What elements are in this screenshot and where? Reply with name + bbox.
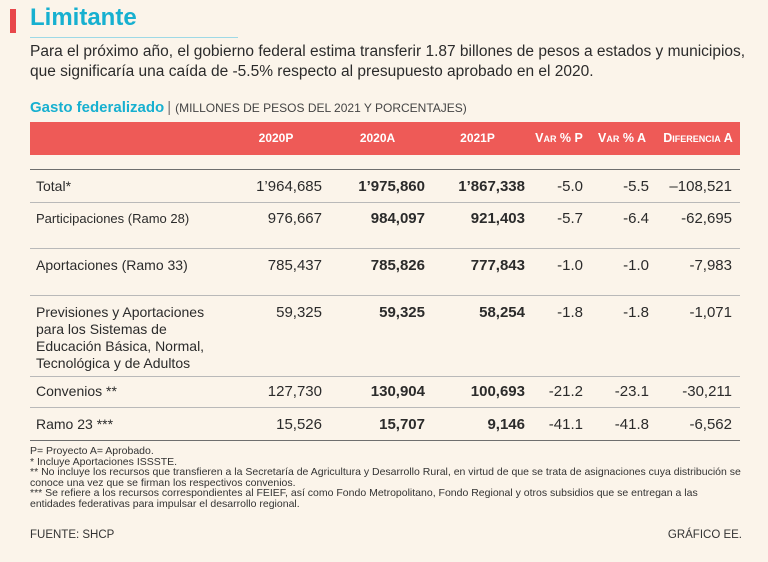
cell-var-p: -5.7 — [557, 210, 583, 227]
cell-var-a: -6.4 — [623, 210, 649, 227]
cell-var-a: -41.8 — [614, 416, 649, 433]
cell-var-p: -5.0 — [557, 178, 583, 195]
row-label: Ramo 23 *** — [36, 416, 114, 432]
headline: Limitante — [30, 4, 137, 31]
footnotes: P= Proyecto A= Aprobado. * Incluye Aport… — [30, 446, 745, 510]
cell-2020a: 785,826 — [370, 257, 425, 274]
table-title: Gasto federalizado — [30, 99, 165, 116]
cell-2020a: 130,904 — [370, 383, 425, 400]
row-label: Convenios ** — [36, 383, 117, 399]
cell-2021p: 58,254 — [479, 304, 525, 321]
col-header-diferencia-a: Diferencia A — [663, 131, 733, 145]
row-divider — [30, 407, 740, 408]
cell-2021p: 9,146 — [487, 416, 525, 433]
row-label: Previsiones y Aportaciones para los Sist… — [36, 304, 205, 371]
row-divider — [30, 376, 740, 377]
cell-diferencia-a: –108,521 — [669, 178, 732, 195]
cell-diferencia-a: -1,071 — [689, 304, 732, 321]
graphic-credit: GRÁFICO EE. — [667, 529, 742, 541]
cell-var-p: -21.2 — [548, 383, 583, 400]
col-header-2020a: 2020A — [359, 131, 396, 145]
row-label: Aportaciones (Ramo 33) — [36, 257, 188, 273]
intro-text: Para el próximo año, el gobierno federal… — [30, 43, 746, 80]
cell-var-a: -1.0 — [623, 257, 649, 274]
cell-diferencia-a: -62,695 — [681, 210, 732, 227]
cell-2021p: 1’867,338 — [458, 178, 525, 195]
cell-2021p: 100,693 — [470, 383, 525, 400]
table-heading: Gasto federalizado | (MILLONES DE PESOS DE… — [30, 99, 467, 117]
cell-2020p: 127,730 — [267, 383, 322, 400]
footnote: *** Se refiere a los recursos correspond… — [30, 487, 698, 510]
cell-diferencia-a: -7,983 — [689, 257, 732, 274]
cell-var-a: -5.5 — [623, 178, 649, 195]
cell-2020p: 785,437 — [267, 257, 322, 274]
source-credit: FUENTE: SHCP — [30, 529, 115, 541]
cell-var-p: -1.8 — [557, 304, 583, 321]
table-bottom-rule — [30, 440, 740, 441]
cell-var-p: -1.0 — [557, 257, 583, 274]
table-header: 2020P 2020A 2021P Var % P Var % A Difere… — [30, 122, 740, 155]
row-divider — [30, 248, 740, 249]
cell-2020p: 1’964,685 — [256, 178, 322, 195]
footnote: * Incluye Aportaciones ISSSTE. — [30, 455, 178, 468]
cell-var-a: -23.1 — [614, 383, 649, 400]
cell-2021p: 777,843 — [470, 257, 525, 274]
cell-2020a: 59,325 — [379, 304, 425, 321]
col-header-2020p: 2020P — [258, 131, 294, 145]
headline-accent-bar — [10, 9, 16, 33]
row-label: Total* — [36, 178, 72, 194]
cell-diferencia-a: -6,562 — [689, 416, 732, 433]
row-divider — [30, 202, 740, 203]
cell-2020p: 976,667 — [267, 210, 322, 227]
cell-2020p: 59,325 — [276, 304, 322, 321]
cell-2020a: 984,097 — [370, 210, 425, 227]
cell-2020p: 15,526 — [276, 416, 322, 433]
cell-2020a: 15,707 — [379, 416, 425, 433]
headline-underline — [30, 37, 238, 38]
row-divider — [30, 295, 740, 296]
col-header-var-p: Var % P — [535, 131, 583, 145]
col-header-2021p: 2021P — [460, 131, 495, 145]
table-top-rule — [30, 169, 740, 170]
footnote: ** No incluye los recursos que transfier… — [30, 466, 741, 489]
col-header-var-a: Var % A — [598, 131, 646, 145]
title-separator: | — [167, 99, 172, 116]
footnote: P= Proyecto A= Aprobado. — [30, 445, 154, 457]
row-label: Participaciones (Ramo 28) — [36, 211, 190, 226]
cell-var-p: -41.1 — [548, 416, 583, 433]
cell-2020a: 1’975,860 — [358, 178, 425, 195]
cell-var-a: -1.8 — [623, 304, 649, 321]
cell-2021p: 921,403 — [470, 210, 525, 227]
cell-diferencia-a: -30,211 — [682, 383, 732, 400]
table-subtitle: (MILLONES DE PESOS DEL 2021 Y PORCENTAJE… — [175, 101, 467, 115]
